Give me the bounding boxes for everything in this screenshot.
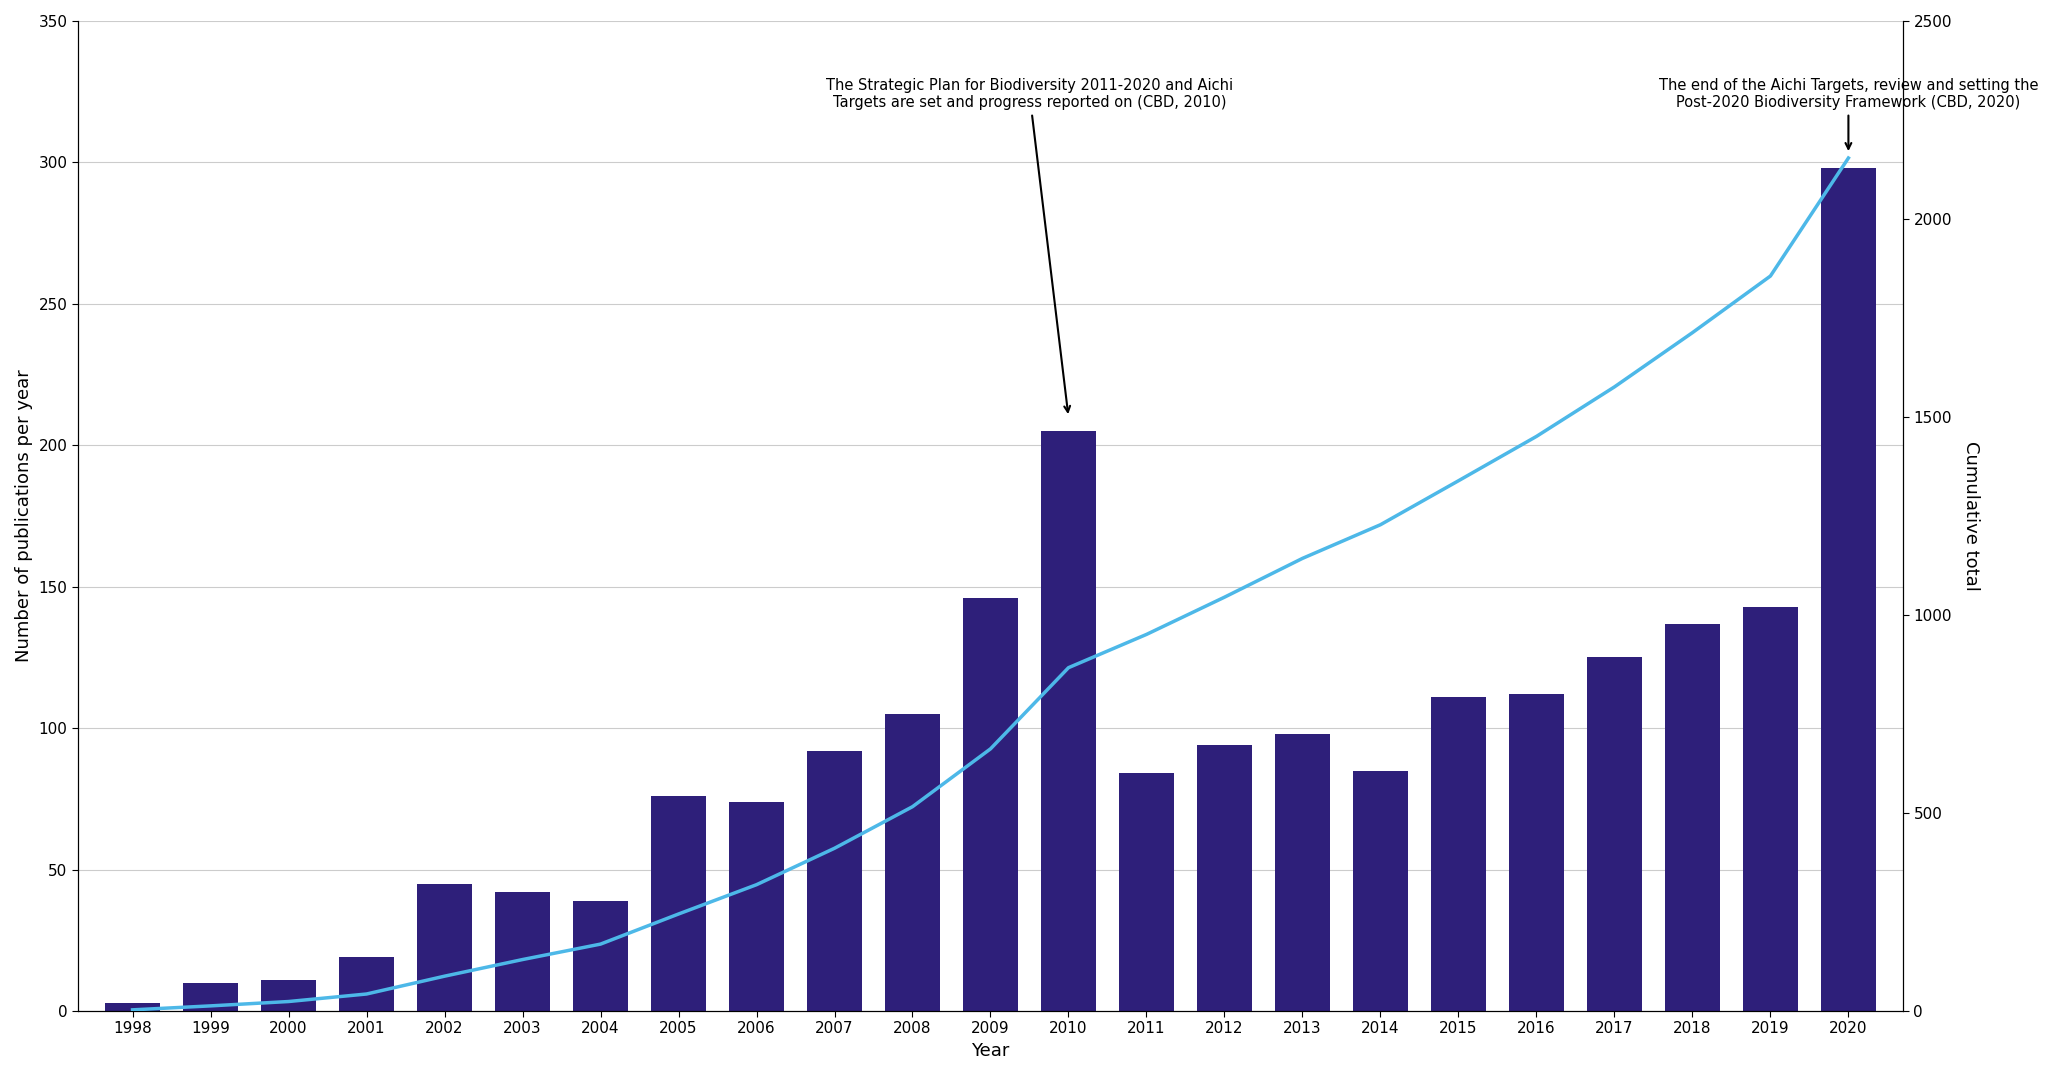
Bar — [1510, 694, 1564, 1010]
Bar — [808, 750, 861, 1010]
Text: The Strategic Plan for Biodiversity 2011-2020 and Aichi
Targets are set and prog: The Strategic Plan for Biodiversity 2011… — [826, 77, 1234, 412]
Bar — [1743, 606, 1798, 1010]
Bar — [183, 983, 237, 1010]
Bar — [573, 901, 628, 1010]
X-axis label: Year: Year — [972, 1042, 1009, 1060]
Bar — [1664, 624, 1720, 1010]
Bar — [1432, 697, 1485, 1010]
Bar — [729, 802, 783, 1010]
Bar — [340, 957, 393, 1010]
Bar — [105, 1003, 161, 1010]
Bar — [886, 714, 939, 1010]
Bar — [262, 980, 315, 1010]
Y-axis label: Cumulative total: Cumulative total — [1961, 441, 1980, 591]
Text: The end of the Aichi Targets, review and setting the
Post-2020 Biodiversity Fram: The end of the Aichi Targets, review and… — [1658, 77, 2037, 148]
Bar — [651, 797, 707, 1010]
Bar — [964, 598, 1018, 1010]
Bar — [1586, 658, 1642, 1010]
Bar — [1821, 168, 1877, 1010]
Bar — [494, 892, 550, 1010]
Bar — [1119, 773, 1174, 1010]
Bar — [1353, 771, 1407, 1010]
Y-axis label: Number of publications per year: Number of publications per year — [14, 370, 33, 662]
Bar — [1275, 734, 1331, 1010]
Bar — [1040, 431, 1096, 1010]
Bar — [418, 884, 472, 1010]
Bar — [1197, 745, 1252, 1010]
